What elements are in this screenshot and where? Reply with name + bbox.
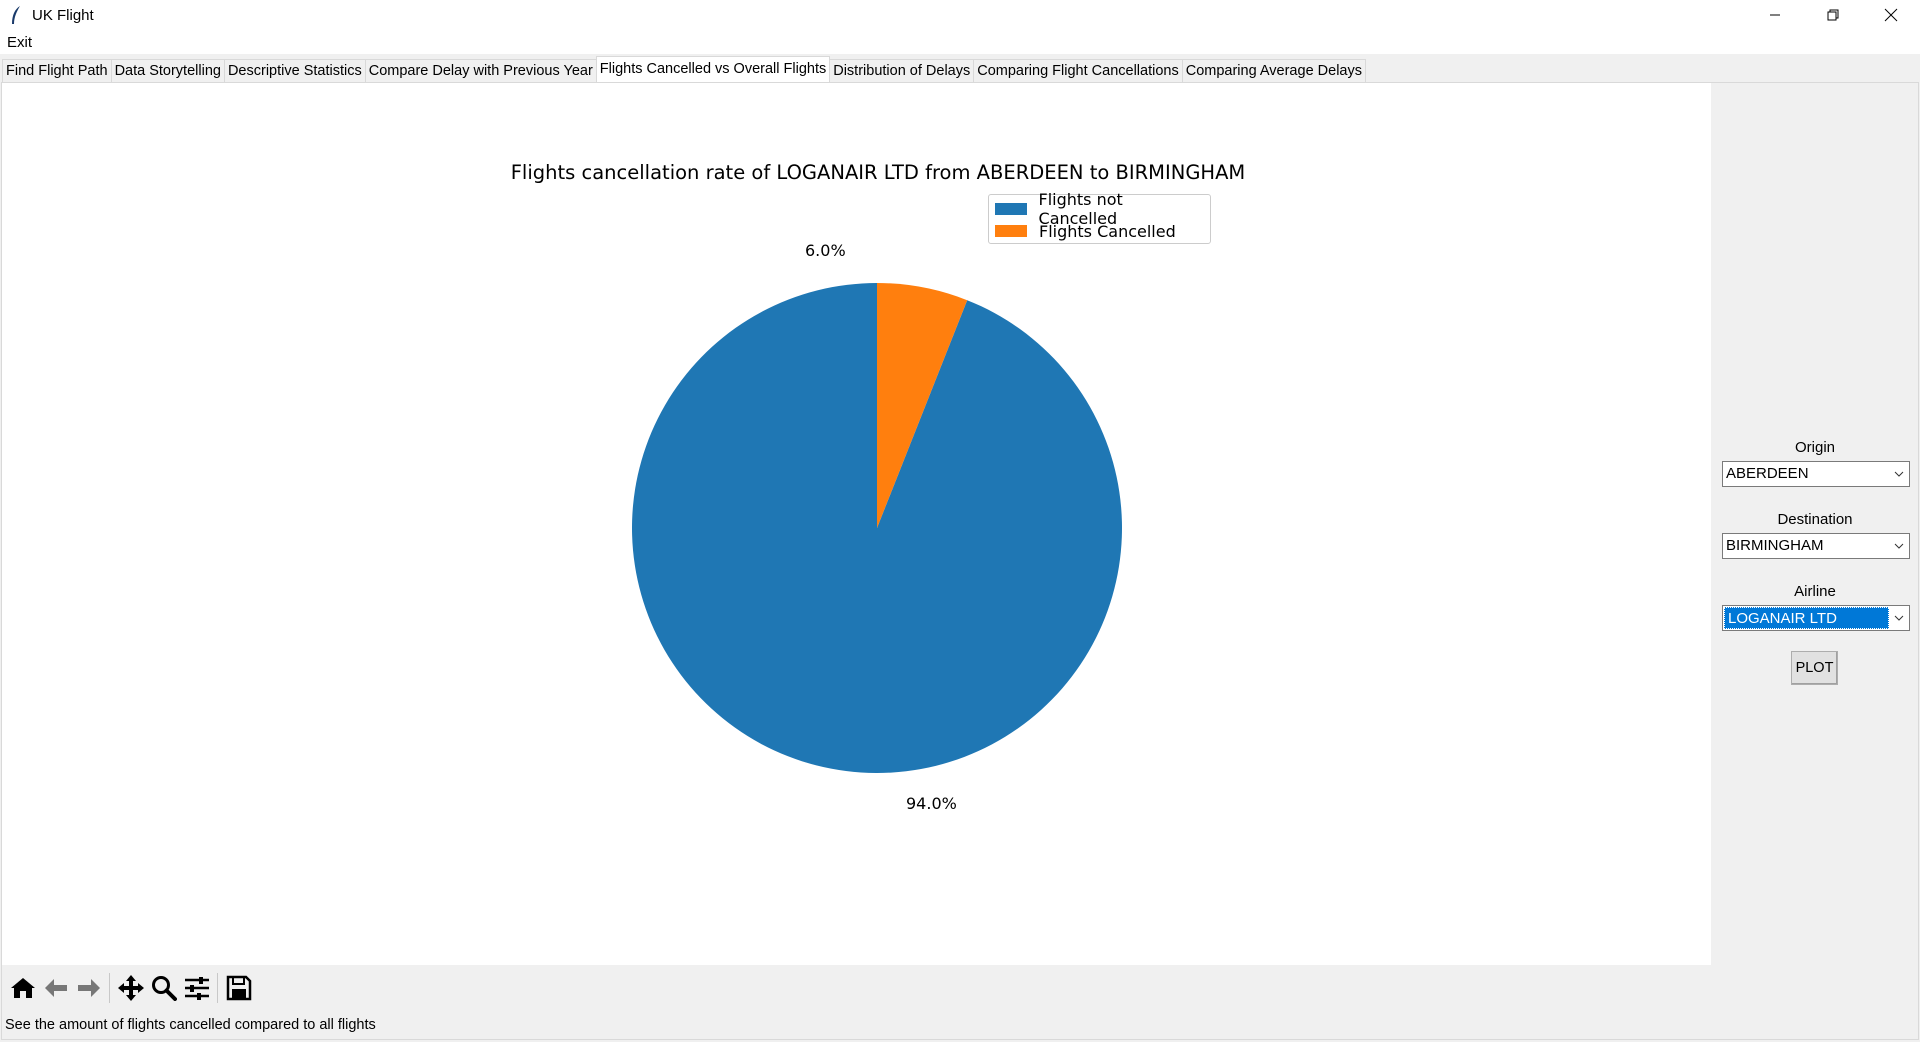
destination-label: Destination	[1777, 511, 1853, 528]
title-bar: UK Flight	[0, 0, 1920, 30]
legend-label-cancelled: Flights Cancelled	[1039, 221, 1176, 241]
legend-swatch-not-cancelled	[995, 203, 1027, 215]
origin-label: Origin	[1794, 439, 1835, 456]
chevron-down-icon[interactable]	[1889, 462, 1909, 486]
tab-descriptive-statistics[interactable]: Descriptive Statistics	[223, 59, 366, 82]
tab-find-flight-path[interactable]: Find Flight Path	[2, 59, 112, 82]
toolbar-separator	[109, 973, 110, 1003]
status-message: See the amount of flights cancelled comp…	[5, 1017, 376, 1033]
minimize-button[interactable]	[1746, 0, 1804, 30]
tab-distribution-of-delays[interactable]: Distribution of Delays	[829, 59, 975, 82]
back-arrow-icon[interactable]	[39, 972, 72, 1005]
save-icon[interactable]	[222, 972, 255, 1005]
airline-label: Airline	[1794, 583, 1836, 600]
pan-icon[interactable]	[114, 972, 147, 1005]
feather-icon	[6, 5, 26, 25]
configure-subplots-icon[interactable]	[180, 972, 213, 1005]
window-title: UK Flight	[32, 6, 94, 24]
airline-value: LOGANAIR LTD	[1724, 607, 1889, 629]
toolbar-separator	[217, 973, 218, 1003]
chart-legend: Flights not Cancelled Flights Cancelled	[988, 190, 1211, 244]
minimize-icon	[1770, 14, 1780, 16]
legend-item-not-cancelled: Flights not Cancelled	[995, 190, 1204, 228]
plot-button[interactable]: PLOT	[1791, 651, 1838, 685]
chevron-down-icon[interactable]	[1889, 606, 1909, 630]
tab-compare-delay-previous-year[interactable]: Compare Delay with Previous Year	[364, 59, 597, 82]
navigation-toolbar	[6, 968, 255, 1008]
forward-arrow-icon[interactable]	[72, 972, 105, 1005]
close-icon	[1884, 8, 1898, 22]
menu-bar: Exit	[0, 30, 1920, 54]
origin-value: ABERDEEN	[1726, 465, 1809, 482]
tab-data-storytelling[interactable]: Data Storytelling	[110, 59, 225, 82]
zoom-icon[interactable]	[147, 972, 180, 1005]
pie-slice-cancelled	[877, 283, 968, 528]
menu-exit[interactable]: Exit	[7, 33, 33, 51]
home-icon[interactable]	[6, 972, 39, 1005]
pie-label-cancelled: 6.0%	[805, 241, 846, 260]
restore-icon	[1827, 9, 1839, 21]
tab-comparing-flight-cancellations[interactable]: Comparing Flight Cancellations	[973, 59, 1183, 82]
tab-content: Flights cancellation rate of LOGANAIR LT…	[1, 82, 1919, 1040]
tab-bar: Find Flight Path Data Storytelling Descr…	[0, 56, 1920, 82]
chevron-down-icon[interactable]	[1889, 534, 1909, 558]
legend-item-cancelled: Flights Cancelled	[995, 220, 1204, 242]
close-button[interactable]	[1862, 0, 1920, 30]
destination-value: BIRMINGHAM	[1726, 537, 1824, 554]
pie-chart	[632, 283, 1122, 773]
chart-title: Flights cancellation rate of LOGANAIR LT…	[510, 161, 1246, 184]
window-controls	[1746, 0, 1920, 30]
pie-label-not-cancelled: 94.0%	[906, 794, 957, 813]
legend-label-not-cancelled: Flights not Cancelled	[1038, 190, 1123, 228]
tab-comparing-average-delays[interactable]: Comparing Average Delays	[1181, 59, 1366, 82]
restore-button[interactable]	[1804, 0, 1862, 30]
destination-select[interactable]: BIRMINGHAM	[1722, 533, 1910, 559]
tab-flights-cancelled-vs-overall[interactable]: Flights Cancelled vs Overall Flights	[595, 56, 831, 82]
origin-select[interactable]: ABERDEEN	[1722, 461, 1910, 487]
legend-swatch-cancelled	[995, 225, 1027, 237]
plot-canvas[interactable]: Flights cancellation rate of LOGANAIR LT…	[2, 83, 1711, 965]
airline-select[interactable]: LOGANAIR LTD	[1722, 605, 1910, 631]
